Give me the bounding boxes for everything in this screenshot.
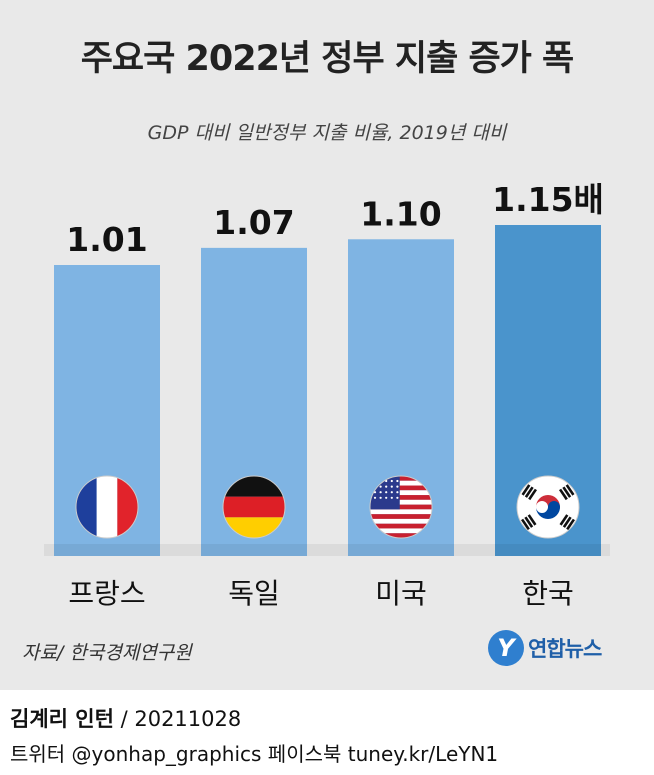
yonhap-logo-text: 연합뉴스: [528, 637, 602, 661]
yonhap-logo: Y 연합뉴스: [488, 628, 602, 668]
flag-outline-1: [222, 475, 286, 539]
chart-title: 주요국 2022년 정부 지출 증가 폭: [80, 39, 575, 79]
france-flag-icon: [76, 476, 138, 538]
category-label-0: 프랑스: [68, 577, 145, 610]
usa-flag-icon: [370, 476, 432, 538]
yonhap-logo-icon: Y: [488, 630, 524, 666]
credit-date: / 20211028: [113, 707, 242, 731]
flag-outline-3: [516, 475, 580, 539]
value-label-2: 1.10: [360, 194, 441, 233]
baseline-shadow: [44, 544, 610, 556]
credit-line: 김계리 인턴 / 20211028: [10, 703, 241, 733]
value-label-3: 1.15배: [492, 180, 604, 219]
value-label-1: 1.07: [213, 203, 294, 242]
value-label-0: 1.01: [66, 220, 147, 259]
korea-flag-icon: [517, 476, 579, 538]
germany-flag-icon: [223, 476, 285, 538]
category-label-2: 미국: [375, 577, 427, 610]
flag-outline-2: [369, 475, 433, 539]
social-credit: 트위터 @yonhap_graphics 페이스북 tuney.kr/LeYN1: [10, 742, 499, 766]
category-label-1: 독일: [228, 577, 280, 610]
flag-outline-0: [75, 475, 139, 539]
category-label-3: 한국: [522, 577, 574, 610]
source-note: 자료/ 한국경제연구원: [22, 642, 192, 664]
chart-subtitle: GDP 대비 일반정부 지출 비율, 2019년 대비: [147, 122, 507, 144]
author-name: 김계리 인턴: [10, 707, 114, 731]
